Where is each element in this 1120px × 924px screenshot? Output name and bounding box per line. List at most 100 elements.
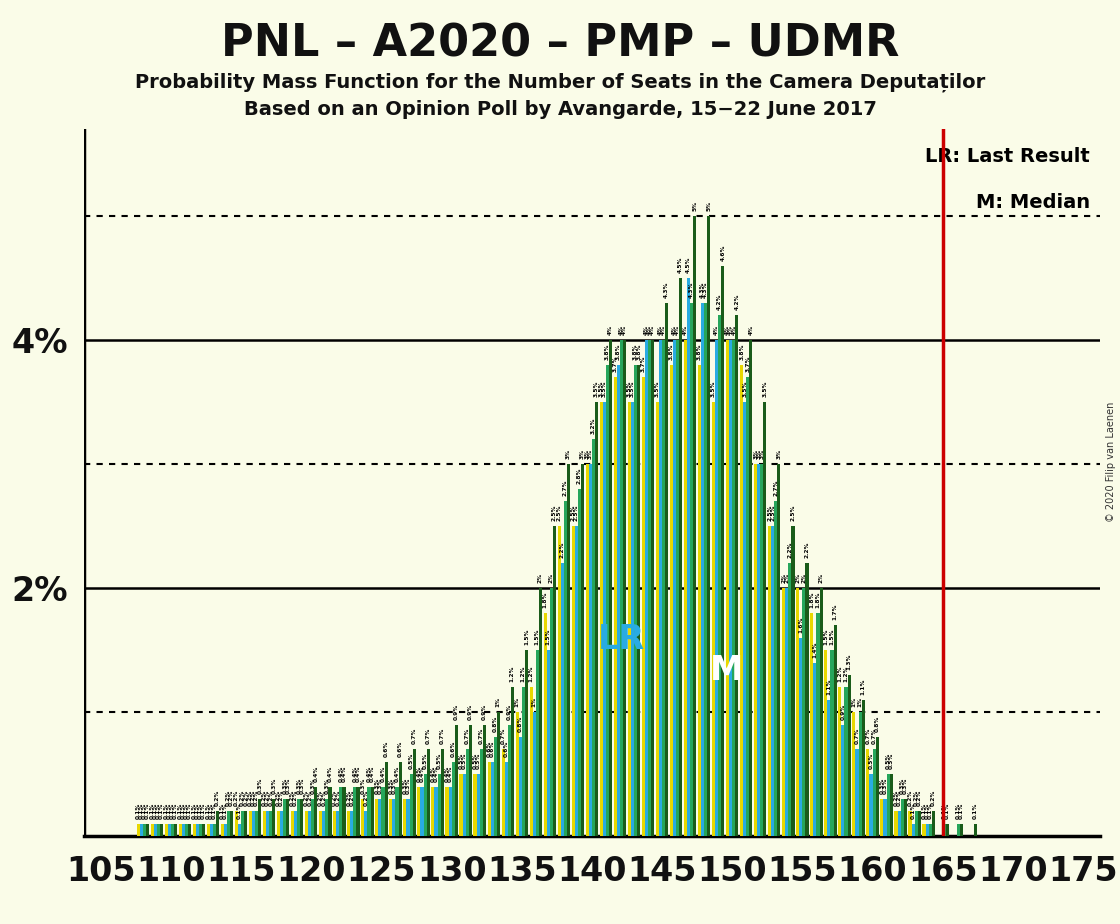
Bar: [578, 489, 581, 836]
Text: 0.4%: 0.4%: [433, 765, 439, 782]
Text: 0.2%: 0.2%: [234, 790, 239, 807]
Text: 0.2%: 0.2%: [349, 790, 354, 807]
Text: 0.3%: 0.3%: [310, 778, 316, 794]
Text: 3.5%: 3.5%: [655, 381, 660, 397]
Bar: [912, 824, 915, 836]
Text: 4.5%: 4.5%: [687, 257, 691, 274]
Text: 1%: 1%: [851, 697, 857, 707]
Bar: [497, 712, 500, 836]
Bar: [325, 799, 328, 836]
Text: 0.3%: 0.3%: [282, 778, 288, 794]
Text: 0.2%: 0.2%: [333, 790, 337, 807]
Text: 0.7%: 0.7%: [478, 728, 484, 745]
Text: 4%: 4%: [731, 325, 736, 335]
Bar: [216, 811, 220, 836]
Bar: [522, 687, 525, 836]
Bar: [679, 278, 682, 836]
Bar: [764, 402, 766, 836]
Bar: [701, 303, 704, 836]
Text: 4%: 4%: [728, 325, 734, 335]
Text: 0.3%: 0.3%: [389, 778, 393, 794]
Bar: [343, 786, 346, 836]
Bar: [431, 786, 435, 836]
Bar: [651, 340, 654, 836]
Text: 0.1%: 0.1%: [159, 802, 165, 819]
Text: 0.3%: 0.3%: [392, 778, 396, 794]
Text: 1.2%: 1.2%: [843, 666, 849, 683]
Bar: [463, 774, 466, 836]
Bar: [181, 824, 185, 836]
Text: 0.4%: 0.4%: [342, 765, 346, 782]
Bar: [153, 824, 157, 836]
Text: 0.1%: 0.1%: [942, 802, 946, 819]
Text: 0.6%: 0.6%: [486, 740, 492, 757]
Text: 0.2%: 0.2%: [243, 790, 249, 807]
Bar: [872, 749, 876, 836]
Bar: [693, 216, 697, 836]
Bar: [960, 824, 963, 836]
Text: 0.4%: 0.4%: [366, 765, 372, 782]
Bar: [446, 786, 448, 836]
Bar: [367, 786, 371, 836]
Bar: [816, 613, 820, 836]
Bar: [143, 824, 146, 836]
Bar: [861, 699, 865, 836]
Bar: [721, 266, 725, 836]
Bar: [820, 589, 822, 836]
Text: 1.5%: 1.5%: [823, 628, 829, 645]
Bar: [726, 340, 729, 836]
Bar: [267, 811, 269, 836]
Text: 0.2%: 0.2%: [230, 790, 234, 807]
Bar: [395, 786, 399, 836]
Text: 0.2%: 0.2%: [248, 790, 253, 807]
Text: 0.7%: 0.7%: [412, 728, 417, 745]
Bar: [595, 402, 598, 836]
Text: 0.2%: 0.2%: [254, 790, 259, 807]
Text: 0.6%: 0.6%: [450, 740, 456, 757]
Text: 4%: 4%: [651, 325, 655, 335]
Text: 0.7%: 0.7%: [871, 728, 877, 745]
Bar: [628, 402, 631, 836]
Bar: [904, 799, 907, 836]
Text: 2%: 2%: [538, 573, 543, 583]
Text: 0.4%: 0.4%: [445, 765, 449, 782]
Text: 4%: 4%: [672, 325, 678, 335]
Text: 0.4%: 0.4%: [420, 765, 424, 782]
Bar: [140, 824, 143, 836]
Text: © 2020 Filip van Laenen: © 2020 Filip van Laenen: [1107, 402, 1116, 522]
Text: 1%: 1%: [532, 697, 536, 707]
Text: 0.5%: 0.5%: [888, 753, 894, 770]
Bar: [354, 786, 356, 836]
Text: 4%: 4%: [661, 325, 666, 335]
Bar: [690, 303, 693, 836]
Text: Probability Mass Function for the Number of Seats in the Camera Deputaților: Probability Mass Function for the Number…: [134, 72, 986, 91]
Bar: [185, 824, 188, 836]
Text: 0.9%: 0.9%: [506, 703, 512, 720]
Text: 0.6%: 0.6%: [489, 740, 495, 757]
Bar: [392, 799, 395, 836]
Text: 0.3%: 0.3%: [325, 778, 329, 794]
Bar: [736, 315, 738, 836]
Text: 2.5%: 2.5%: [767, 505, 772, 521]
Text: 4.2%: 4.2%: [717, 294, 722, 310]
Text: 0.1%: 0.1%: [178, 802, 183, 819]
Bar: [897, 811, 900, 836]
Bar: [137, 824, 140, 836]
Bar: [171, 824, 174, 836]
Text: 0.3%: 0.3%: [377, 778, 382, 794]
Bar: [371, 786, 374, 836]
Bar: [539, 589, 542, 836]
Bar: [623, 340, 626, 836]
Text: 2.5%: 2.5%: [771, 505, 775, 521]
Bar: [407, 799, 410, 836]
Bar: [617, 365, 620, 836]
Bar: [800, 638, 802, 836]
Bar: [263, 811, 267, 836]
Bar: [656, 402, 659, 836]
Text: 2.7%: 2.7%: [563, 480, 568, 496]
Bar: [239, 824, 241, 836]
Text: 0.1%: 0.1%: [237, 802, 242, 819]
Bar: [423, 774, 427, 836]
Bar: [477, 774, 479, 836]
Bar: [768, 526, 772, 836]
